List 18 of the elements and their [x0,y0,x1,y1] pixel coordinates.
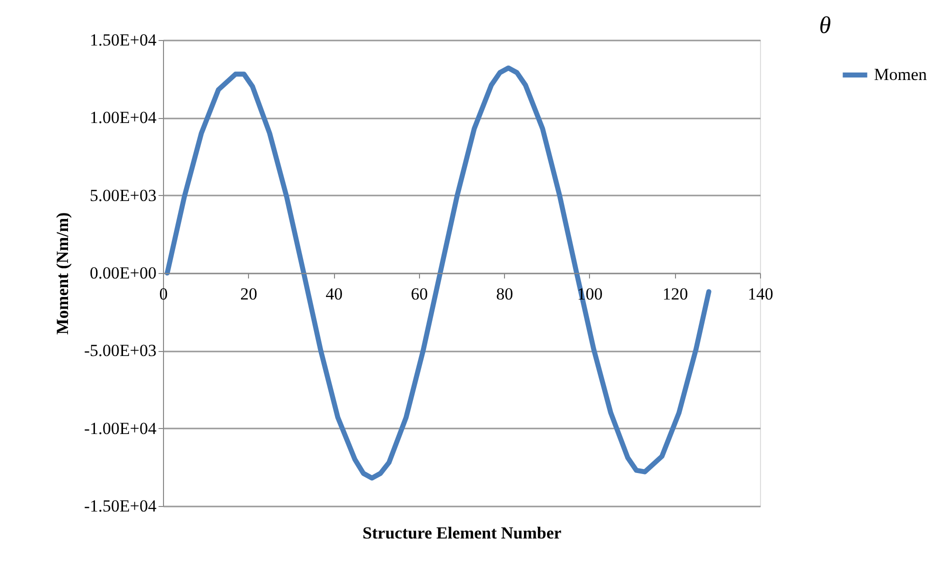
x-tick-label: 40 [326,284,343,304]
x-tick-label: 0 [159,284,168,304]
y-tick-label: 1.00E+04 [90,108,157,128]
text: θ [819,13,832,39]
y-tick-label: -1.00E+04 [84,418,157,438]
x-tick-label: 20 [240,284,258,304]
y-axis-title: Moment (Nm/m) [53,212,72,335]
x-tick-label: 60 [410,284,428,304]
x-axis-title: Structure Element Number [362,524,562,542]
y-tick-label: 1.50E+04 [90,30,157,50]
x-tick-label: 80 [496,284,514,304]
x-tick-label: 120 [662,284,688,304]
y-tick-label: -1.50E+04 [84,496,157,516]
legend-label: Momen [874,65,928,84]
y-tick-label: -5.00E+03 [84,341,156,360]
y-tick-label: 0.00E+00 [90,264,156,282]
x-tick-label: 140 [748,284,774,304]
y-tick-label: 5.00E+03 [90,186,156,205]
